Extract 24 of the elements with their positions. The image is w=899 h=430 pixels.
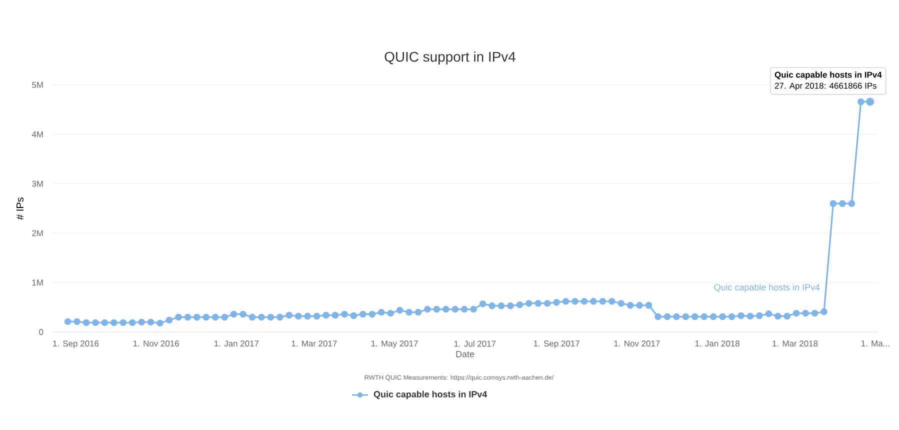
annotation: 27. Apr 2018: 4661866 IPs — [774, 82, 876, 90]
y-tick-label: 2M — [32, 230, 43, 236]
y-axis-title: # IPs — [16, 198, 24, 220]
chart-title: QUIC support in IPv4 — [384, 51, 516, 64]
x-tick-label: 1. Nov 2017 — [614, 340, 660, 347]
x-tick-label: 1. Jan 2017 — [214, 340, 259, 347]
x-axis-title: Date — [456, 351, 474, 358]
x-tick-label: 1. May 2017 — [371, 340, 418, 348]
x-tick-label: 1. Jul 2017 — [454, 340, 496, 347]
x-tick-label: 1. Nov 2016 — [133, 340, 179, 347]
x-tick-label: 1. Mar 2017 — [292, 340, 337, 347]
x-tick-label: 1. Sep 2017 — [534, 340, 580, 348]
annotation: Quic capable hosts in IPv4 — [774, 72, 882, 80]
x-tick-label: 1. Jan 2018 — [695, 340, 740, 347]
x-tick-label: 1. Mar 2018 — [772, 340, 818, 347]
text: Quic capable hosts in IPv4 — [714, 284, 820, 292]
y-tick-label: 3M — [32, 180, 43, 187]
y-tick-label: 0 — [39, 329, 44, 335]
x-tick-label: 1. Ma... — [862, 340, 890, 346]
y-tick-label: 5M — [32, 82, 43, 88]
y-tick-label: 4M — [32, 131, 43, 138]
legend-label: Quic capable hosts in IPv4 — [374, 390, 488, 400]
x-tick-label: 1. Sep 2016 — [53, 340, 99, 348]
y-tick-label: 1M — [32, 280, 43, 286]
